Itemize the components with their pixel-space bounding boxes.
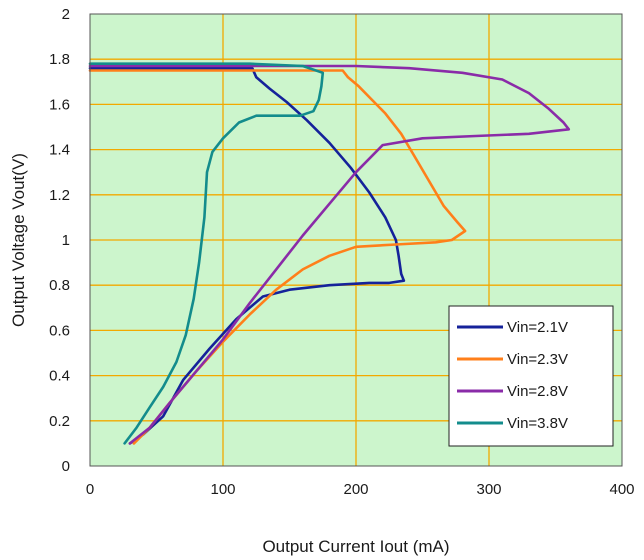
legend-items: Vin=2.1V Vin=2.3V Vin=2.8V Vin=3.8V	[457, 319, 568, 432]
y-tick-label: 1.8	[49, 51, 70, 68]
legend-label-2: Vin=2.3V	[507, 351, 568, 368]
grid	[90, 14, 622, 466]
y-tick-label: 1	[62, 232, 70, 249]
legend-label-3: Vin=2.8V	[507, 383, 568, 400]
plot-frame	[89, 13, 623, 467]
series-line-2	[88, 69, 467, 445]
series-layer	[88, 62, 571, 445]
x-tick-label: 0	[86, 481, 94, 498]
x-axis-title: Output Current Iout (mA)	[262, 537, 449, 556]
y-tick-label: 1.6	[49, 96, 70, 113]
x-tick-label: 200	[343, 481, 368, 498]
x-tick-label: 400	[609, 481, 634, 498]
x-tick-label: 300	[476, 481, 501, 498]
y-tick-label: 0.4	[49, 368, 70, 385]
y-tick-label: 1.4	[49, 142, 70, 159]
x-tick-label: 100	[210, 481, 235, 498]
y-tick-label: 2	[62, 6, 70, 23]
y-tick-label: 0.2	[49, 413, 70, 430]
tick-labels: 0 100 200 300 400 0 0.2 0.4 0.6 0.8 1 1.2 1.4 1.6 1.8 2	[49, 6, 634, 498]
y-tick-label: 1.2	[49, 187, 70, 204]
series-line-1	[88, 66, 406, 445]
series-line-3	[88, 64, 571, 445]
legend-label-4: Vin=3.8V	[507, 415, 568, 432]
y-tick-label: 0	[62, 458, 70, 475]
series-line-4	[88, 62, 325, 445]
y-tick-label: 0.6	[49, 322, 70, 339]
legend-label-1: Vin=2.1V	[507, 319, 568, 336]
legend: Vin=2.1V Vin=2.3V Vin=2.8V Vin=3.8V	[448, 305, 614, 447]
y-tick-label: 0.8	[49, 277, 70, 294]
legend-box	[448, 305, 614, 447]
y-axis-title: Output Voltage Vout(V)	[9, 153, 28, 327]
